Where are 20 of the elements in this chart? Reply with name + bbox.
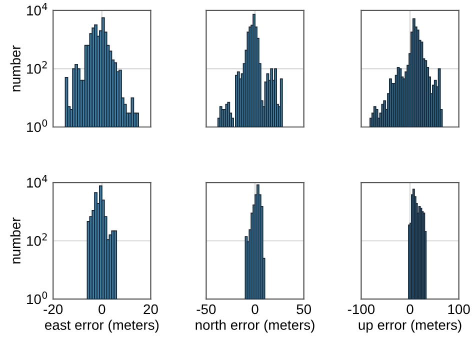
x-tick-label: 100 (448, 304, 470, 314)
y-axis-title: number (10, 218, 20, 264)
x-tick-label: 50 (296, 304, 312, 314)
y-tick-label: 10$^{0}$ (27, 292, 48, 304)
y-tick-label: 10$^{0}$ (27, 119, 48, 132)
x-tick-label: 0 (98, 304, 106, 314)
y-tick-label: 10$^{2}$ (27, 61, 47, 74)
x-axis-title: up error (meters) (358, 320, 462, 333)
x-tick-label: 0 (406, 304, 414, 314)
x-tick-label: 20 (144, 304, 158, 314)
x-axis-title: north error (meters) (196, 320, 314, 333)
x-tick-label: -100 (348, 304, 375, 314)
y-tick-label: 10$^{4}$ (27, 175, 48, 188)
y-axis-title: number (10, 45, 20, 92)
x-tick-label: -50 (196, 304, 216, 314)
x-axis-title: east error (meters) (45, 320, 159, 333)
x-tick-label: 0 (252, 304, 258, 314)
y-tick-label: 10$^{2}$ (27, 233, 47, 246)
x-tick-label: -20 (44, 304, 63, 314)
y-tick-label: 10$^{4}$ (27, 2, 48, 16)
